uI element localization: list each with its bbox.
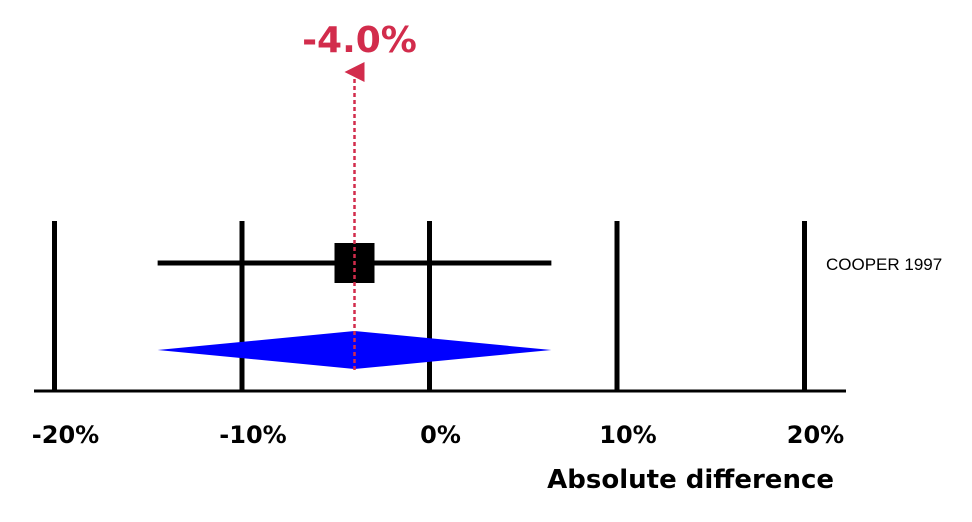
study-label: COOPER 1997	[826, 255, 942, 274]
x-axis-title: Absolute difference	[547, 465, 834, 495]
x-tick-label: 0%	[420, 421, 461, 449]
x-tick-label: -10%	[219, 421, 286, 449]
gridlines	[52, 221, 807, 391]
x-tick-label: 10%	[599, 421, 656, 449]
x-tick-labels: -20% -10% 0% 10% 20%	[32, 421, 844, 449]
x-tick-label: 20%	[787, 421, 844, 449]
x-tick-label: -20%	[32, 421, 99, 449]
study-rows: COOPER 1997	[157, 243, 942, 283]
pooled-effect-label: -4.0%	[302, 20, 417, 61]
pooled-diamond	[157, 331, 552, 369]
